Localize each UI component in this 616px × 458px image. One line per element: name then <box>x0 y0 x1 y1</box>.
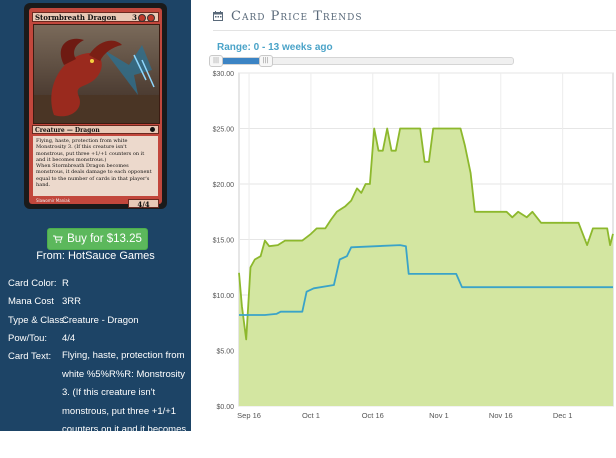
card-type-line: Creature — Dragon <box>35 127 100 134</box>
card-sidebar: Stormbreath Dragon 3 <box>0 0 191 454</box>
detail-label: Card Text: <box>8 351 52 362</box>
card-text-box: Flying, haste, protection from white Mon… <box>33 136 158 196</box>
x-tick-label: Dec 1 <box>553 411 573 420</box>
range-handle-end[interactable]: ||| <box>258 55 273 67</box>
dragon-art-icon <box>34 25 159 123</box>
set-symbol-icon <box>150 127 155 132</box>
buy-button[interactable]: Buy for $13.25 <box>47 228 148 250</box>
card-image: Stormbreath Dragon 3 <box>24 3 167 209</box>
detail-label: Mana Cost <box>8 296 54 307</box>
y-tick-label: $30.00 <box>213 71 235 78</box>
card-artist: Slawomir Maniak <box>36 198 71 203</box>
card-trigger-text: When Stormbreath Dragon becomes monstrou… <box>36 163 152 189</box>
detail-value: Flying, haste, protection from white %5%… <box>62 350 187 454</box>
card-art <box>33 24 160 124</box>
series-line-1 <box>239 244 613 316</box>
price-trends-panel: Card Price Trends Range: 0 - 13 weeks ag… <box>191 0 616 431</box>
title-divider <box>213 30 616 31</box>
detail-value: Creature - Dragon <box>62 315 139 326</box>
x-tick-label: Nov 16 <box>489 411 513 420</box>
range-handle-start[interactable]: ||| <box>209 55 223 67</box>
detail-label: Pow/Tou: <box>8 333 48 344</box>
detail-value: 4/4 <box>62 333 76 344</box>
card-power-toughness: 4/4 <box>128 199 159 209</box>
card-type-bar: Creature — Dragon <box>32 125 159 134</box>
range-slider-fill <box>210 58 271 64</box>
buy-button-label: Buy for $13.25 <box>67 233 142 245</box>
y-tick-label: $20.00 <box>213 182 235 189</box>
price-chart: $0.00 $5.00 $10.00 $15.00 $20.00 $25.00 $30.00… <box>213 71 614 420</box>
y-tick-label: $5.00 <box>216 349 234 356</box>
chart-axes: $0.00 $5.00 $10.00 $15.00 $20.00 $25.00 $30.00… <box>213 71 573 420</box>
detail-label: Type & Class: <box>8 315 67 326</box>
x-tick-label: Sep 16 <box>237 411 261 420</box>
card-monstrosity-text: Monstrosity 3. (If this creature isn't m… <box>36 144 145 163</box>
chart-series <box>238 127 614 406</box>
range-slider[interactable]: ||| ||| <box>209 55 514 67</box>
range-label: Range: 0 - 13 weeks ago <box>217 42 333 53</box>
x-tick-label: Oct 1 <box>302 411 320 420</box>
card-mana-cost-icons: 3 <box>132 13 155 23</box>
detail-value: R <box>62 278 69 289</box>
y-tick-label: $15.00 <box>213 238 235 245</box>
trends-title-bar: Card Price Trends <box>213 9 363 24</box>
series-line-0 <box>238 127 614 341</box>
buy-source: From: HotSauce Games <box>36 250 155 262</box>
page-title: Card Price Trends <box>231 9 363 24</box>
detail-label: Card Color: <box>8 278 57 289</box>
card-name: Stormbreath Dragon <box>35 13 117 22</box>
card-rules-text: Flying, haste, protection from white <box>36 138 128 144</box>
x-tick-label: Nov 1 <box>429 411 449 420</box>
calendar-icon <box>213 11 223 21</box>
card-name-bar: Stormbreath Dragon 3 <box>32 12 159 22</box>
x-tick-label: Oct 16 <box>362 411 384 420</box>
detail-value: 3RR <box>62 296 82 307</box>
series-area-0 <box>239 128 613 406</box>
y-tick-label: $0.00 <box>216 404 234 411</box>
y-tick-label: $10.00 <box>213 293 235 300</box>
cart-icon <box>53 235 63 243</box>
y-tick-label: $25.00 <box>213 127 235 134</box>
